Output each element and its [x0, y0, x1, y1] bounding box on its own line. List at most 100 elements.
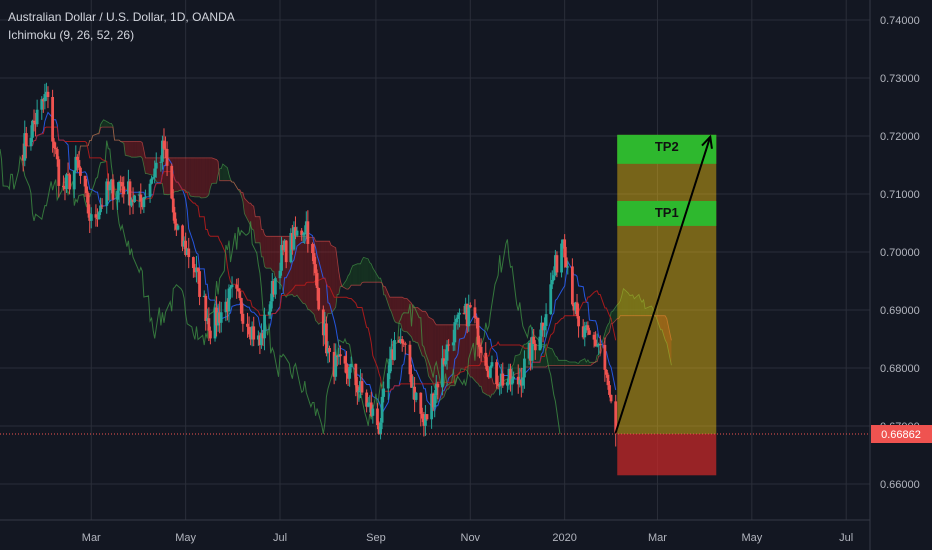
candle [97, 210, 101, 220]
candle [140, 198, 144, 210]
cloud-segment [461, 324, 466, 370]
candle [543, 317, 546, 338]
cloud-segment [320, 241, 325, 324]
candle [99, 197, 102, 216]
candle [21, 143, 25, 172]
cloud-segment [434, 322, 437, 393]
cloud-segment [187, 157, 189, 193]
candle [490, 355, 494, 369]
cloud-segment [244, 198, 250, 223]
cloud-segment [491, 377, 494, 395]
candle [345, 351, 348, 385]
cloud-segment [318, 241, 321, 325]
candle [207, 307, 211, 342]
cloud-segment [468, 324, 471, 378]
indicator-legend[interactable]: Ichimoku (9, 26, 52, 26) [8, 28, 135, 42]
candle [171, 189, 175, 221]
cloud-segment [383, 286, 386, 296]
cloud-segment [513, 355, 516, 376]
cloud-segment [403, 298, 406, 332]
candle [323, 311, 327, 345]
cloud-segment [459, 324, 462, 374]
cloud-segment [389, 297, 392, 313]
candle [564, 246, 568, 268]
candle [434, 375, 438, 404]
price-axis[interactable]: Mar May Jul Sep Nov 2020 Mar May Jul 0.74000 0.730… [0, 15, 932, 544]
candle [116, 182, 119, 210]
cloud-segment [176, 157, 178, 192]
tp1-box[interactable] [617, 200, 717, 226]
cloud-segment [151, 157, 154, 176]
cloud-segment [201, 157, 206, 198]
cloud-segment [145, 157, 147, 174]
candle [603, 337, 607, 382]
arrow-shaft[interactable] [614, 136, 712, 435]
candle [117, 180, 121, 203]
candle [184, 232, 188, 257]
projection-arrow[interactable] [614, 134, 713, 435]
candle [256, 330, 260, 346]
candle [196, 267, 200, 284]
candle [518, 368, 522, 388]
candle [292, 221, 296, 251]
candle [388, 346, 392, 380]
tp2-box[interactable] [617, 134, 717, 164]
candle [273, 276, 277, 299]
x-tick-label: Nov [461, 532, 481, 544]
cloud-segment [400, 297, 403, 330]
candle [105, 178, 109, 214]
cloud-segment [272, 236, 274, 272]
cloud-segment [666, 318, 672, 366]
candle [75, 154, 79, 173]
cloud-segment [607, 322, 610, 334]
candle [290, 224, 294, 255]
candle [159, 155, 163, 172]
candle [530, 327, 534, 370]
cloud-segment [307, 237, 310, 310]
candle [496, 375, 500, 390]
long-position-tool[interactable]: TP1 TP2 [617, 134, 717, 476]
candle [270, 272, 274, 309]
candle [519, 367, 523, 398]
take-profit-zone[interactable] [617, 134, 717, 435]
y-tick-label: 0.69000 [880, 305, 920, 317]
candle [218, 301, 222, 334]
candle [337, 347, 341, 365]
candle [325, 316, 328, 357]
candle [430, 385, 434, 429]
candle [66, 162, 70, 176]
cloud-segment [210, 157, 212, 188]
x-tick-label: May [741, 532, 762, 544]
candle [162, 128, 166, 159]
candle [609, 394, 613, 404]
cloud-segment [109, 123, 112, 128]
candle [258, 332, 262, 355]
cloud-segment [563, 360, 565, 366]
candle [131, 187, 135, 215]
candle [594, 331, 597, 347]
candle [499, 364, 503, 394]
candle [281, 240, 285, 256]
candle [229, 285, 232, 300]
candle [278, 262, 282, 290]
cloud-segment [331, 245, 336, 314]
candle [577, 303, 580, 338]
cloud-segment [634, 294, 639, 316]
candle [54, 142, 58, 155]
cloud-segment [198, 157, 200, 197]
candle [516, 364, 520, 394]
cloud-segment [392, 297, 395, 322]
cloud-segment [425, 311, 427, 367]
candle [63, 177, 67, 201]
cloud-segment [414, 307, 417, 343]
candle [451, 329, 455, 352]
candle [238, 288, 242, 301]
candle [605, 369, 608, 378]
candle [574, 301, 577, 315]
cloud-segment [199, 157, 202, 198]
x-tick-label: Mar [648, 532, 667, 544]
candle [606, 372, 610, 390]
candle [24, 126, 28, 159]
stop-loss-zone[interactable] [617, 434, 717, 476]
